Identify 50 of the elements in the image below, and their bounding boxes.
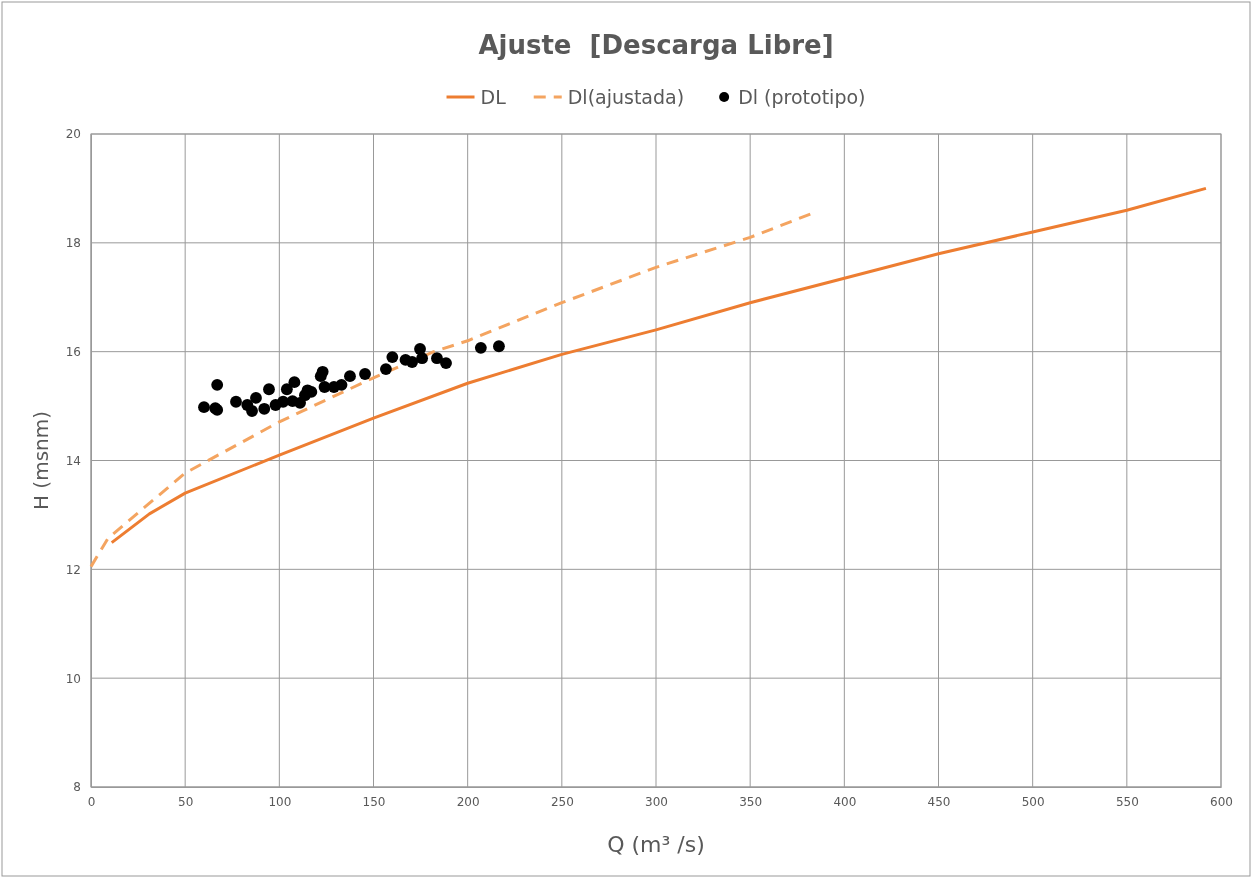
- point: [386, 351, 399, 364]
- point: [406, 356, 419, 368]
- x-axis-title: Q (m³ /s): [607, 832, 705, 857]
- x-tick-label: 300: [645, 794, 668, 809]
- y-tick-label: 18: [65, 236, 81, 251]
- x-tick-label: 0: [87, 794, 96, 809]
- y-tick-label: 12: [65, 562, 81, 577]
- point: [380, 363, 392, 375]
- point: [198, 401, 210, 414]
- chart-title: Ajuste [Descarga Libre]: [478, 30, 834, 60]
- x-tick-label: 200: [456, 794, 480, 809]
- point: [288, 376, 301, 389]
- x-tick-label: 550: [1115, 794, 1139, 809]
- x-tick-label: 100: [268, 794, 292, 809]
- point: [230, 395, 242, 408]
- point: [440, 357, 452, 369]
- point: [316, 365, 329, 378]
- y-axis-title: H (msnm): [29, 410, 53, 511]
- x-tick-label: 150: [362, 794, 386, 809]
- x-tick-label: 350: [739, 794, 763, 809]
- point: [250, 392, 262, 404]
- y-tick-label: 16: [65, 345, 81, 360]
- y-tick-label: 8: [73, 780, 81, 795]
- point: [359, 368, 371, 380]
- point: [246, 405, 258, 417]
- x-tick-label: 600: [1210, 794, 1233, 809]
- x-tick-label: 500: [1021, 794, 1045, 809]
- point: [416, 352, 429, 365]
- legend-label: DL: [480, 86, 507, 108]
- y-tick-label: 14: [65, 453, 81, 468]
- legend-label: Dl (prototipo): [738, 86, 866, 108]
- line-series: [89, 212, 812, 569]
- line-series: [110, 186, 1208, 545]
- x-tick-label: 50: [178, 794, 194, 809]
- x-tick-label: 250: [550, 794, 574, 809]
- x-tick-label: 400: [833, 794, 857, 809]
- y-tick-label: 20: [65, 127, 81, 142]
- y-tick-label: 10: [65, 671, 81, 686]
- point: [493, 340, 505, 353]
- point: [344, 370, 356, 383]
- x-tick-label: 450: [927, 794, 951, 809]
- point: [474, 341, 487, 354]
- point: [211, 378, 224, 391]
- point: [431, 352, 443, 365]
- point: [258, 402, 271, 415]
- legend-label: Dl(ajustada): [567, 86, 685, 108]
- point: [414, 343, 426, 355]
- point: [263, 383, 275, 396]
- point: [280, 383, 293, 396]
- point: [335, 378, 348, 391]
